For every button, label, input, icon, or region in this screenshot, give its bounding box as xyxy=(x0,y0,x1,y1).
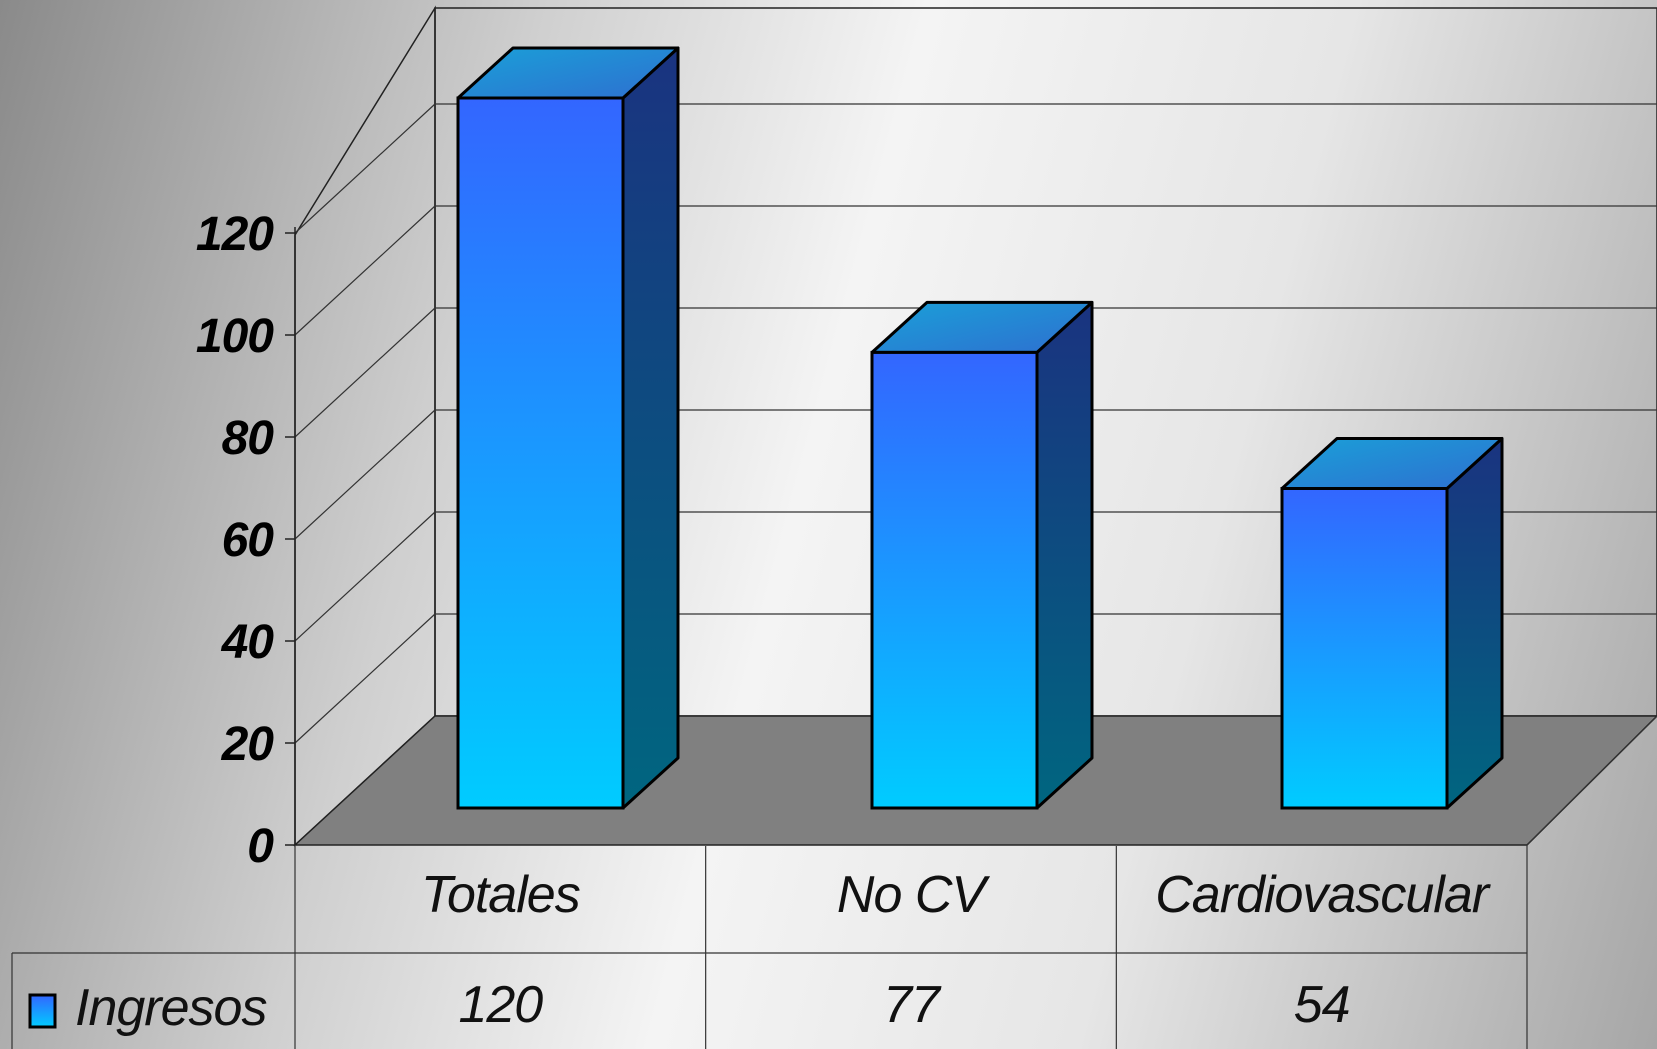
legend-swatch xyxy=(30,995,55,1027)
y-tick-label: 20 xyxy=(221,718,275,771)
y-axis: 0 20 40 60 80 100 120 xyxy=(196,208,295,873)
bar-side xyxy=(1447,439,1502,809)
side-wall xyxy=(295,8,435,845)
bar-side xyxy=(1037,302,1092,808)
x-category-label: Totales xyxy=(421,866,580,924)
x-category-label: Cardiovascular xyxy=(1155,866,1491,924)
y-tick-label: 120 xyxy=(196,208,274,261)
bar-cardiovascular xyxy=(1282,439,1502,809)
data-value-label: 77 xyxy=(883,976,942,1034)
y-tick-label: 100 xyxy=(196,310,274,363)
bar-front xyxy=(458,98,623,808)
bar-no-cv xyxy=(872,302,1092,808)
bar-side xyxy=(623,48,678,808)
x-category-label: No CV xyxy=(837,866,990,924)
bar-front xyxy=(1282,489,1447,809)
y-tick-label: 60 xyxy=(222,514,275,567)
y-tick-label: 80 xyxy=(222,412,275,465)
bar-front xyxy=(872,352,1037,808)
y-tick-label: 0 xyxy=(247,820,274,873)
data-value-label: 120 xyxy=(458,976,543,1034)
y-tick-label: 40 xyxy=(221,616,275,669)
bar-totales xyxy=(458,48,678,808)
data-value-label: 54 xyxy=(1294,976,1350,1034)
legend-label: Ingresos xyxy=(75,979,266,1037)
